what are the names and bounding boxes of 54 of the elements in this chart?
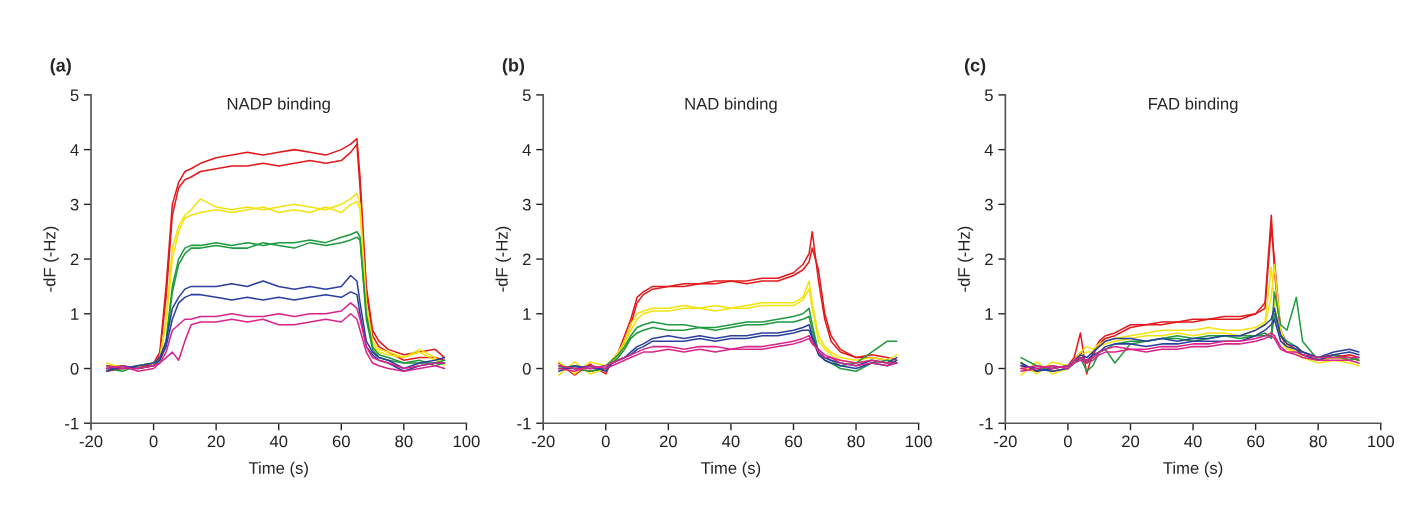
y-tick-label: 5: [70, 89, 79, 102]
x-tick-label: 0: [1063, 435, 1072, 448]
x-tick-label: 100: [905, 435, 932, 448]
x-tick-label: 80: [395, 435, 413, 448]
y-tick-label: 0: [522, 362, 531, 375]
y-tick-label: 4: [70, 144, 79, 156]
x-tick-label: 40: [722, 435, 740, 448]
x-axis-title: Time (s): [701, 461, 761, 478]
y-tick-label: 1: [71, 308, 79, 320]
y-tick-label: 5: [522, 89, 531, 102]
x-tick-label: 0: [149, 435, 158, 448]
y-tick-label: 3: [522, 198, 531, 211]
x-tick-label: 20: [207, 435, 225, 448]
y-tick-label: 3: [984, 198, 993, 211]
y-tick-label: 4: [522, 144, 531, 156]
y-tick-label: 1: [523, 308, 531, 320]
y-tick-label: 4: [984, 144, 994, 156]
y-axis-title: -dF (-Hz): [495, 226, 512, 292]
x-tick-label: 60: [332, 435, 350, 448]
y-tick-label: 1: [985, 308, 993, 320]
text: (b): [502, 58, 525, 76]
y-axis-title: -dF (-Hz): [957, 226, 974, 292]
x-tick-label: 100: [453, 435, 480, 448]
x-tick-label: 20: [659, 435, 677, 448]
x-tick-label: 60: [785, 435, 803, 448]
y-axis-title: -dF (-Hz): [43, 226, 59, 292]
y-tick-label: 3: [70, 198, 79, 211]
chart-title: NADP binding: [227, 97, 330, 114]
x-axis-title: Time (s): [1163, 461, 1223, 478]
x-tick-label: 60: [1247, 435, 1265, 448]
y-tick-label: 5: [984, 89, 993, 102]
y-tick-label: 0: [984, 362, 993, 375]
x-tick-label: -20: [79, 435, 103, 448]
text: (a): [50, 58, 71, 76]
x-tick-label: 40: [269, 435, 288, 448]
chart-title: FAD binding: [1149, 97, 1238, 114]
x-tick-label: 100: [1368, 435, 1395, 448]
y-tick-label: 2: [70, 253, 79, 266]
x-tick-label: 20: [1122, 435, 1140, 448]
y-tick-label: -1: [979, 417, 993, 430]
x-tick-label: 80: [1309, 435, 1327, 448]
y-tick-label: 2: [522, 253, 531, 266]
x-tick-label: 80: [847, 435, 865, 448]
x-tick-label: 40: [1184, 435, 1202, 448]
text: (c): [964, 58, 986, 76]
y-tick-label: 2: [985, 253, 993, 266]
y-tick-label: -1: [65, 417, 79, 430]
x-tick-label: -20: [531, 435, 555, 448]
chart-title: NAD binding: [685, 97, 777, 114]
x-axis-title: Time (s): [248, 461, 308, 478]
x-tick-label: 0: [601, 435, 610, 448]
y-tick-label: -1: [517, 417, 531, 430]
x-tick-label: -20: [994, 435, 1017, 448]
y-tick-label: 0: [70, 362, 79, 375]
